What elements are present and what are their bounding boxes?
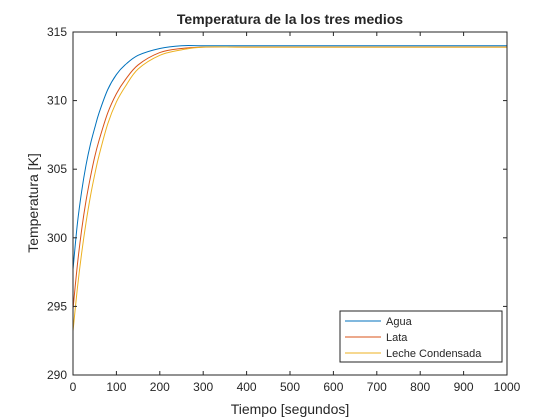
y-axis-label: Temperatura [K] — [25, 153, 41, 253]
axes-layer: 0 100 200 300 400 500 600 700 800 900 1000 290 295 30… — [47, 25, 521, 394]
chart-title: Temperatura de la los tres medios — [177, 11, 403, 27]
legend-label: Agua — [386, 316, 413, 328]
y-tick-label: 290 — [47, 368, 67, 382]
series-layer — [72, 45, 507, 332]
x-tick-label: 700 — [367, 380, 387, 394]
x-tick-label: 0 — [70, 380, 77, 394]
x-tick-label: 600 — [323, 380, 343, 394]
x-tick-label: 300 — [193, 380, 213, 394]
x-tick-label: 1000 — [494, 380, 521, 394]
x-axis-label: Tiempo [segundos] — [231, 401, 350, 417]
y-tick-label: 300 — [47, 231, 67, 245]
legend-label: Leche Condensada — [386, 348, 482, 360]
x-tick-label: 400 — [237, 380, 257, 394]
y-tick-label: 305 — [47, 162, 67, 176]
y-tick-label: 310 — [47, 94, 67, 108]
x-tick-label: 500 — [280, 380, 300, 394]
y-tick-label: 295 — [47, 299, 67, 313]
y-tick-label: 315 — [47, 25, 67, 39]
x-tick-label: 100 — [106, 380, 126, 394]
x-tick-label: 900 — [454, 380, 474, 394]
x-tick-label: 800 — [410, 380, 430, 394]
x-tick-label: 200 — [150, 380, 170, 394]
series-line-3 — [72, 46, 507, 332]
legend-label: Lata — [386, 332, 408, 344]
legend: Agua Lata Leche Condensada — [339, 310, 503, 363]
series-line-1 — [72, 45, 507, 270]
